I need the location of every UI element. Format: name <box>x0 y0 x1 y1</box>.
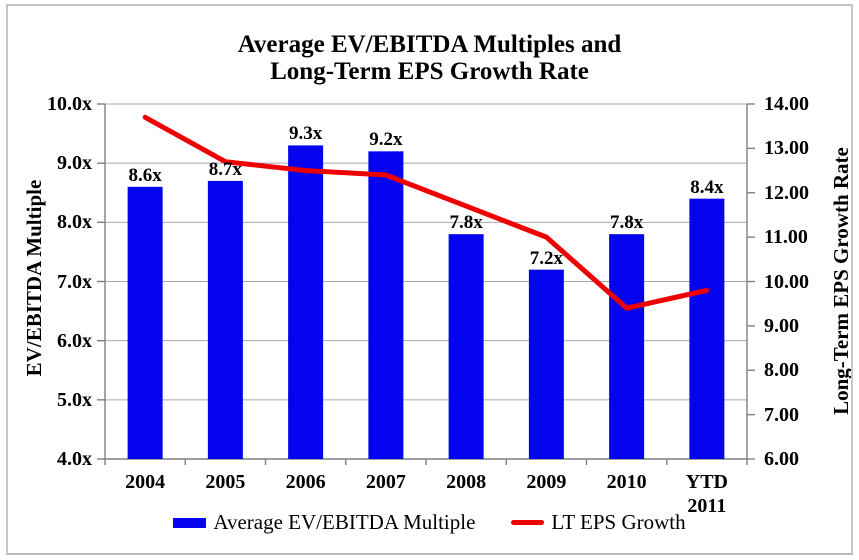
legend-item-ev-ebitda: Average EV/EBITDA Multiple <box>173 510 475 535</box>
right-axis-title: Long-Term EPS Growth Rate <box>829 147 853 415</box>
left-axis-title: EV/EBITDA Multiple <box>22 179 46 377</box>
bar-2008 <box>448 234 484 459</box>
legend-label-ev-ebitda: Average EV/EBITDA Multiple <box>213 510 476 534</box>
chart-title-line1: Average EV/EBITDA Multiples and <box>237 31 622 58</box>
chart-title: Average EV/EBITDA Multiples and Long-Ter… <box>0 31 859 85</box>
bar-2004 <box>127 186 163 460</box>
bar-YTD-2011 <box>689 198 725 459</box>
lt-eps-growth-line <box>142 114 710 311</box>
legend: Average EV/EBITDA Multiple LT EPS Growth <box>0 510 859 535</box>
bar-series-swatch-icon <box>173 517 207 528</box>
bar-2006 <box>288 145 324 459</box>
bar-2010 <box>609 234 645 459</box>
chart-title-line2: Long-Term EPS Growth Rate <box>270 58 589 85</box>
bar-2007 <box>368 151 404 460</box>
legend-item-lt-eps: LT EPS Growth <box>511 510 686 535</box>
bar-2009 <box>528 269 564 459</box>
legend-label-lt-eps: LT EPS Growth <box>551 510 686 534</box>
bar-2005 <box>207 180 243 459</box>
line-series-swatch-icon <box>511 520 545 525</box>
